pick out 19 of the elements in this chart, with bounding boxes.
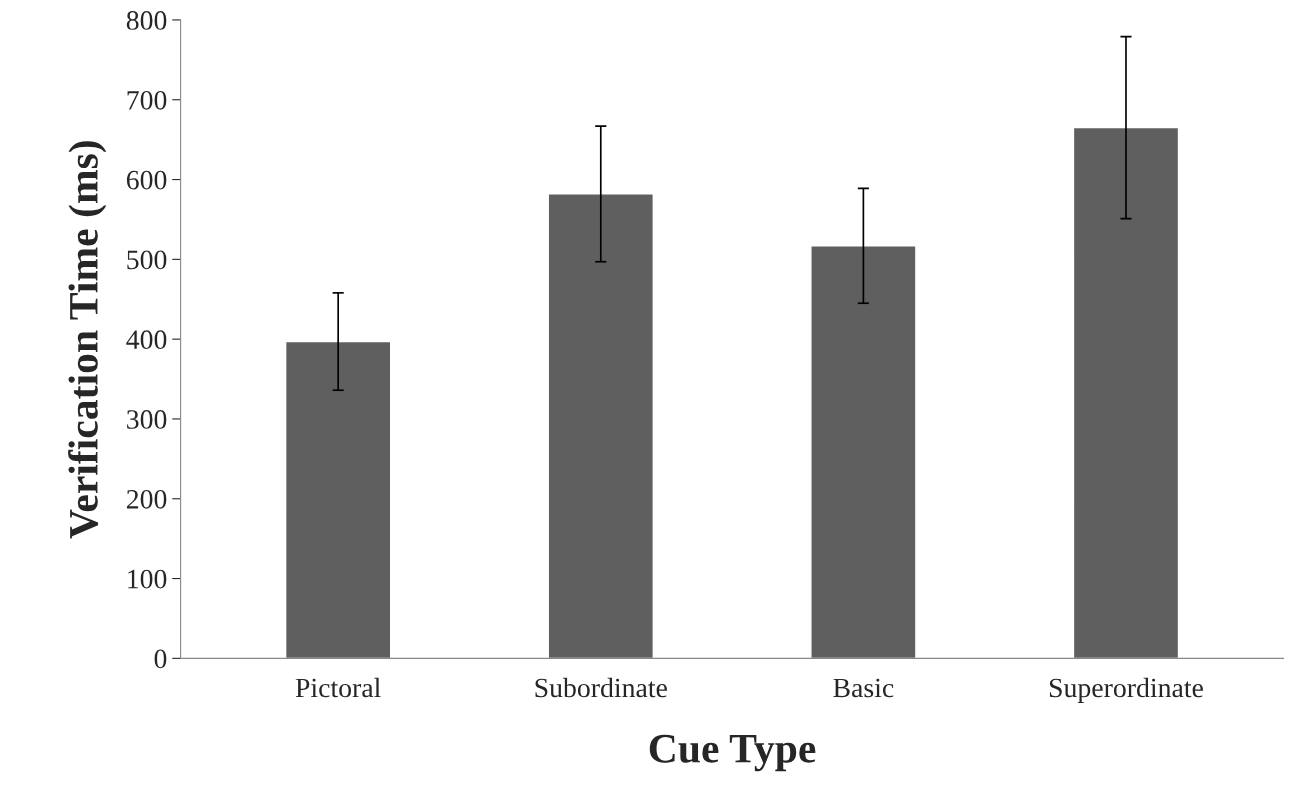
y-axis-title: Verification Time (ms) xyxy=(68,141,107,539)
y-tick-label: 500 xyxy=(127,250,167,270)
x-tick-label: Pictoral xyxy=(295,677,381,698)
y-tick-label: 600 xyxy=(126,170,167,190)
x-axis-title: Cue Type xyxy=(649,734,816,772)
y-tick-label: 100 xyxy=(128,569,167,589)
x-tick-label: Basic xyxy=(833,678,894,698)
y-tick-label: 300 xyxy=(127,410,167,429)
bar xyxy=(547,193,654,659)
x-tick-label: Superordinate xyxy=(1049,677,1203,703)
y-tick-label: 700 xyxy=(127,90,167,110)
x-tick-label: Subordinate xyxy=(535,677,667,698)
bar xyxy=(810,245,917,659)
y-tick-label: 400 xyxy=(126,330,167,350)
y-tick-label: 800 xyxy=(126,11,167,30)
y-tick-label: 200 xyxy=(126,489,167,509)
bar xyxy=(284,340,392,659)
bar xyxy=(1072,126,1180,659)
y-tick-label: 0 xyxy=(154,649,167,669)
